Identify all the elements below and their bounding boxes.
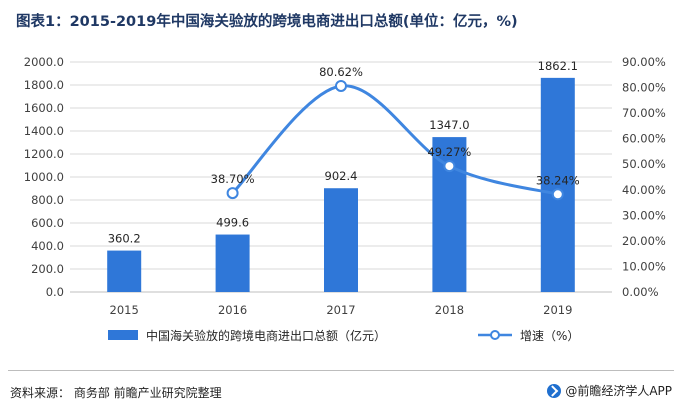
growth-line <box>231 84 559 196</box>
legend-bar-label: 中国海关验放的跨境电商进出口总额（亿元） <box>146 328 386 343</box>
right-tick-label: 30.00% <box>622 208 666 222</box>
bar-2015 <box>107 250 142 292</box>
growth-point-2016 <box>226 187 239 200</box>
x-axis-ticks: 2015 2016 2017 2018 2019 <box>110 303 573 317</box>
right-axis-ticks: 0.00% 10.00% 20.00% 30.00% 40.00% 50.00% 60.00… <box>622 55 666 299</box>
bar-label-2016: 499.6 <box>216 216 249 230</box>
left-tick-label: 800.0 <box>31 193 64 207</box>
source-note: 资料来源： 商务部 前瞻产业研究院整理 <box>10 386 222 400</box>
left-tick-label: 1600.0 <box>24 101 64 115</box>
bar-label-2017: 902.4 <box>325 169 358 183</box>
growth-point-2019 <box>551 188 564 201</box>
right-tick-label: 80.00% <box>622 81 666 95</box>
left-axis-ticks: 0.0 200.0 400.0 600.0 800.0 1000.0 1200.0 1400.… <box>24 55 64 299</box>
left-tick-label: 1400.0 <box>24 124 64 138</box>
line-data-labels: 38.70% 80.62% 49.27% 38.24% <box>211 65 580 187</box>
right-tick-label: 20.00% <box>622 234 666 248</box>
footer-divider <box>8 370 674 371</box>
left-tick-label: 400.0 <box>31 239 64 253</box>
chart-title: 图表1：2015-2019年中国海关验放的跨境电商进出口总额(单位：亿元，%) <box>16 14 518 30</box>
growth-label-2016: 38.70% <box>211 172 255 186</box>
left-tick-label: 2000.0 <box>24 55 64 69</box>
growth-label-2018: 49.27% <box>427 145 471 159</box>
x-tick-label: 2017 <box>326 303 355 317</box>
growth-label-2017: 80.62% <box>319 65 363 79</box>
right-tick-label: 70.00% <box>622 106 666 120</box>
legend-line-label: 增速（%） <box>520 329 579 343</box>
combo-chart: 0.0 200.0 400.0 600.0 800.0 1000.0 1200.0 1400.… <box>24 55 666 343</box>
left-tick-label: 1200.0 <box>24 147 64 161</box>
left-tick-label: 600.0 <box>31 216 64 230</box>
x-tick-label: 2015 <box>110 303 139 317</box>
x-tick-label: 2018 <box>435 303 464 317</box>
x-tick-label: 2019 <box>543 303 572 317</box>
bar-series <box>107 77 575 292</box>
growth-point-2017 <box>335 79 347 92</box>
chart-area: 0.0 200.0 400.0 600.0 800.0 1000.0 1200.0 1400.… <box>8 40 676 354</box>
bar-2019 <box>540 77 575 292</box>
legend-line-marker <box>490 330 500 340</box>
left-tick-label: 200.0 <box>31 262 64 276</box>
right-tick-label: 60.00% <box>622 132 666 146</box>
right-tick-label: 0.00% <box>622 285 659 299</box>
left-tick-label: 1000.0 <box>24 170 64 184</box>
bar-label-2018: 1347.0 <box>429 118 469 132</box>
brand-logo-icon <box>547 383 562 398</box>
brand-text: @前瞻经济学人APP <box>565 384 672 398</box>
legend: 中国海关验放的跨境电商进出口总额（亿元） 增速（%） <box>108 328 579 343</box>
left-tick-label: 0.0 <box>46 285 64 299</box>
bar-data-labels: 360.2 499.6 902.4 1347.0 1862.1 <box>108 59 578 246</box>
bar-2016 <box>215 234 250 292</box>
right-tick-label: 10.00% <box>622 259 666 273</box>
brand-tag: @前瞻经济学人APP <box>547 382 672 399</box>
right-tick-label: 90.00% <box>622 55 666 69</box>
bar-label-2015: 360.2 <box>108 232 141 246</box>
left-tick-label: 1800.0 <box>24 78 64 92</box>
growth-label-2019: 38.24% <box>536 173 580 187</box>
bar-2017 <box>324 188 358 292</box>
line-series <box>226 79 564 201</box>
x-tick-label: 2016 <box>218 303 247 317</box>
bar-label-2019: 1862.1 <box>538 59 578 73</box>
footer: 资料来源： 商务部 前瞻产业研究院整理 @前瞻经济学人APP <box>0 364 682 412</box>
right-tick-label: 50.00% <box>622 157 666 171</box>
growth-point-2018 <box>443 160 456 173</box>
legend-bar-swatch <box>108 330 138 340</box>
right-tick-label: 40.00% <box>622 183 666 197</box>
